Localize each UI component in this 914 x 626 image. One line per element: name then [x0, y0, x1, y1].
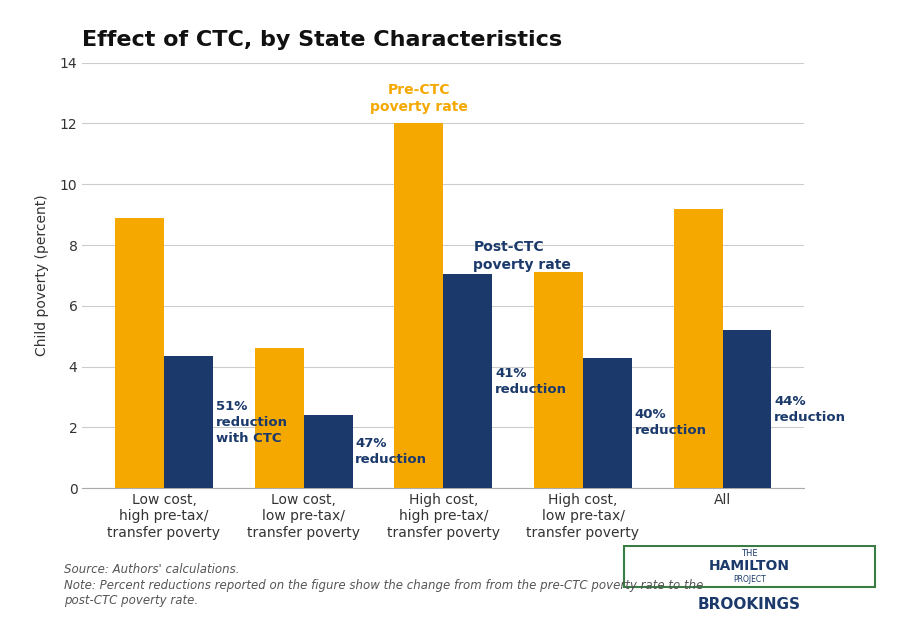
Text: HAMILTON: HAMILTON — [709, 558, 790, 573]
Y-axis label: Child poverty (percent): Child poverty (percent) — [35, 195, 48, 356]
Bar — [723, 330, 771, 488]
Bar — [534, 272, 583, 488]
Bar — [115, 218, 164, 488]
Text: 44%
reduction: 44% reduction — [774, 395, 846, 424]
Text: Note: Percent reductions reported on the figure show the change from from the pr: Note: Percent reductions reported on the… — [64, 579, 704, 607]
Bar — [583, 357, 632, 488]
Bar — [395, 123, 443, 488]
Text: THE: THE — [741, 549, 758, 558]
FancyBboxPatch shape — [624, 546, 875, 587]
Text: Source: Authors' calculations.: Source: Authors' calculations. — [64, 563, 239, 576]
Bar — [164, 356, 213, 488]
Text: Post-CTC
poverty rate: Post-CTC poverty rate — [473, 240, 571, 272]
Text: Effect of CTC, by State Characteristics: Effect of CTC, by State Characteristics — [82, 30, 562, 50]
Bar — [255, 349, 303, 488]
Text: PROJECT: PROJECT — [733, 575, 766, 583]
Text: 40%
reduction: 40% reduction — [634, 408, 707, 438]
Text: 41%
reduction: 41% reduction — [495, 367, 567, 396]
Bar — [303, 415, 353, 488]
Text: 47%
reduction: 47% reduction — [356, 438, 428, 466]
Text: Pre-CTC
poverty rate: Pre-CTC poverty rate — [370, 83, 468, 115]
Text: 51%
reduction
with CTC: 51% reduction with CTC — [216, 399, 288, 444]
Text: BROOKINGS: BROOKINGS — [698, 597, 801, 612]
Bar — [674, 208, 723, 488]
Bar — [443, 274, 492, 488]
